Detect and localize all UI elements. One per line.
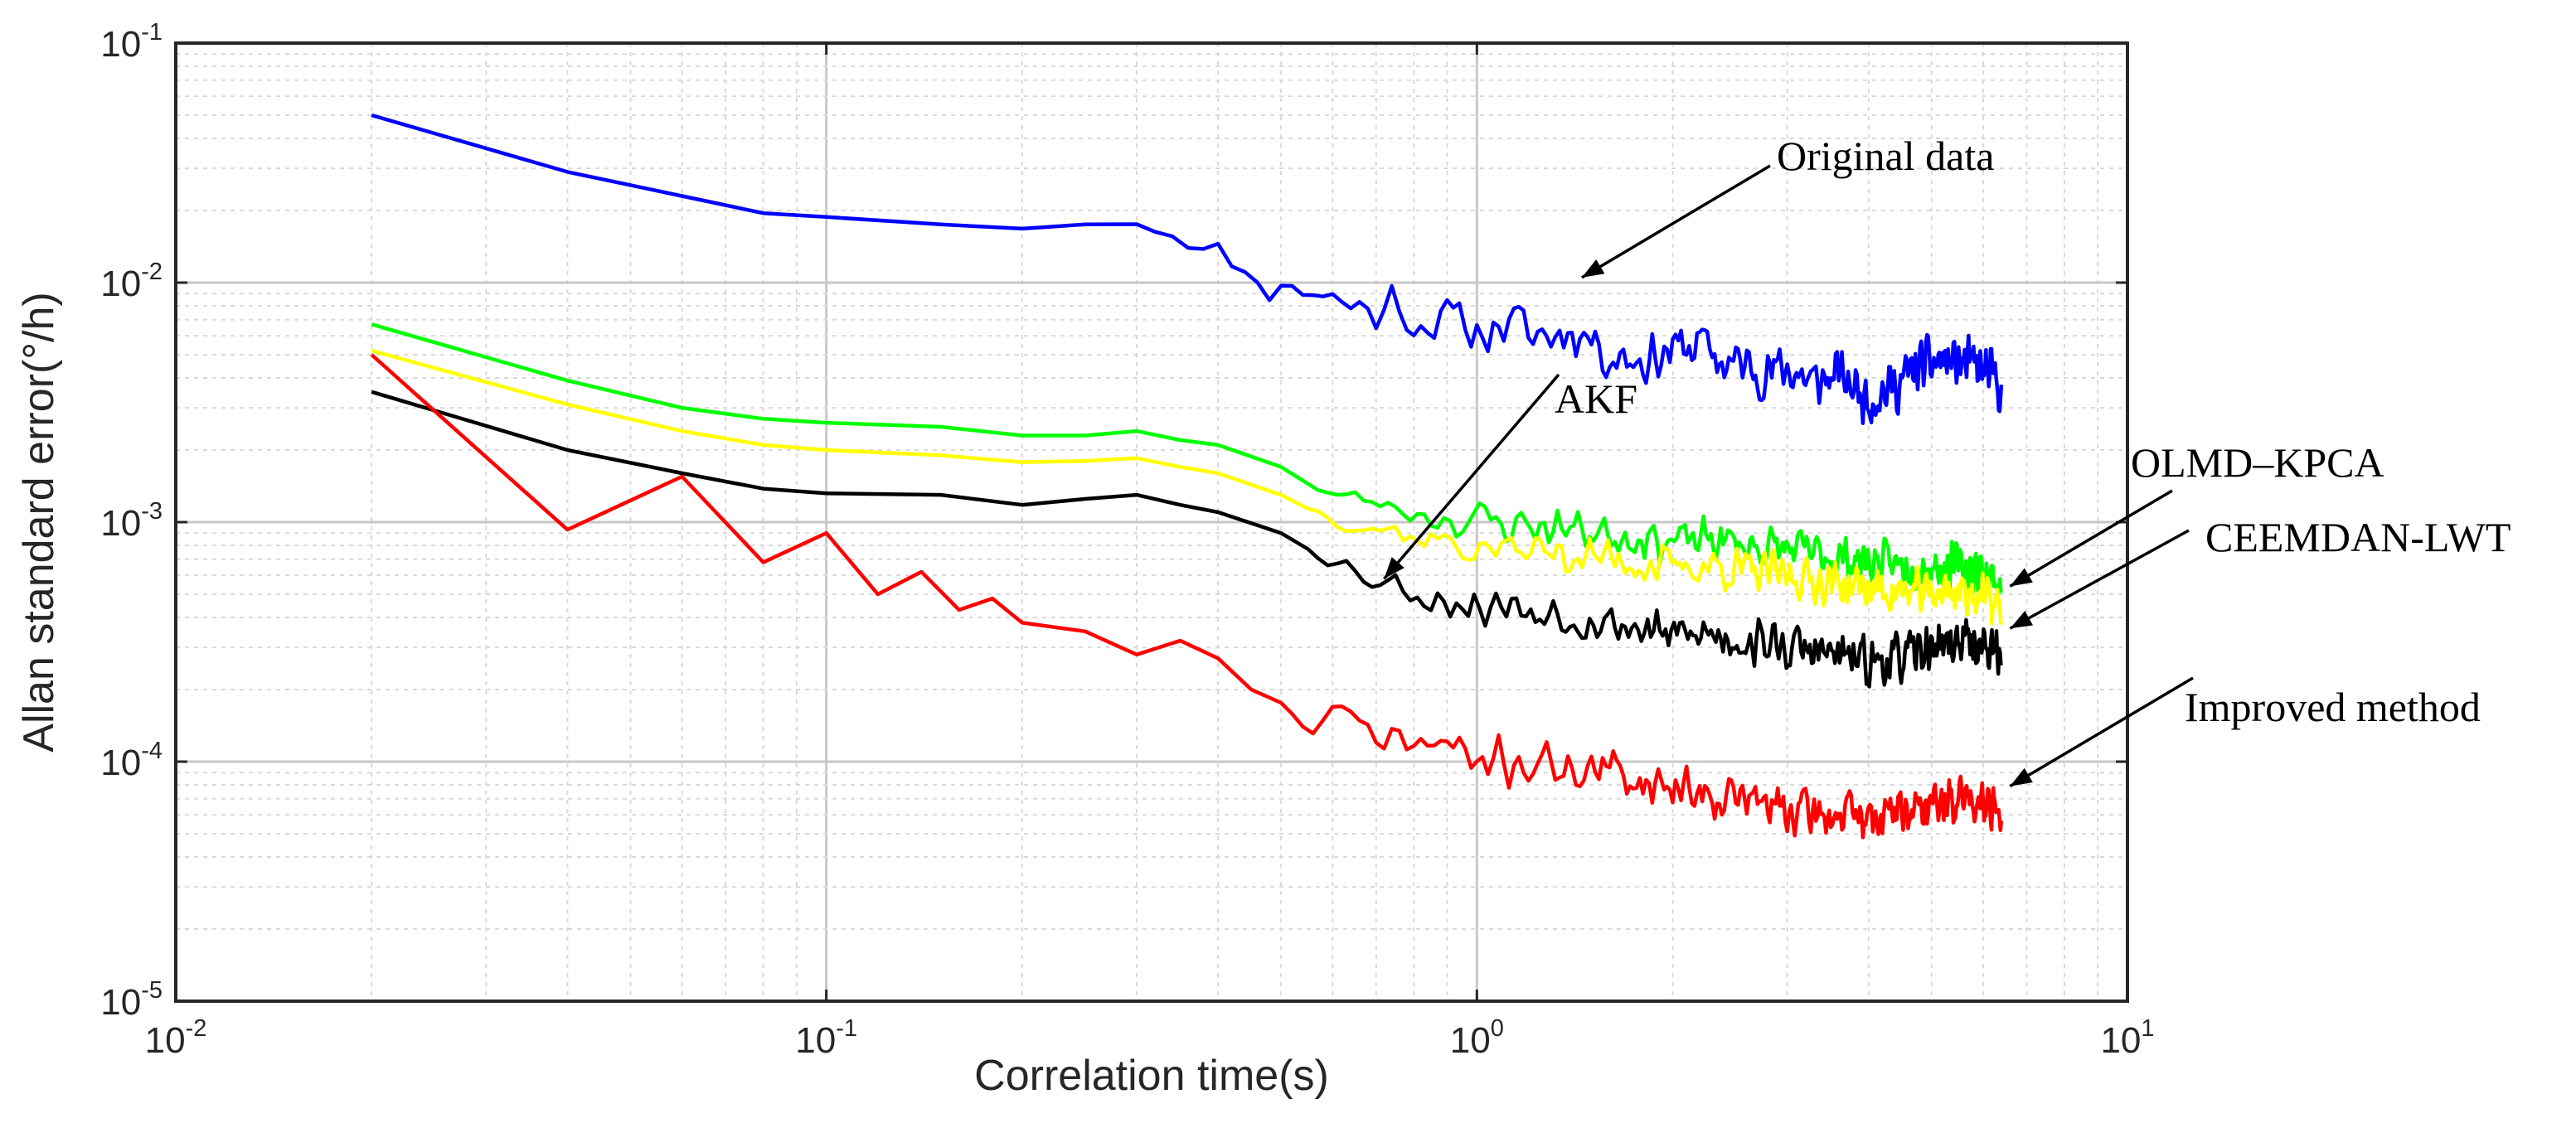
annotation-label: AKF: [1555, 375, 1637, 422]
annotation-label: Improved method: [2185, 684, 2481, 730]
annotation-label: CEEMDAN-LWT: [2205, 514, 2511, 560]
y-axis-title: Allan standard error(°/h): [15, 292, 63, 752]
allan-deviation-chart: 10-2 10-1 100 10110-110-210-310-410-5 Origi…: [0, 0, 2576, 1123]
x-axis-title: Correlation time(s): [974, 1052, 1329, 1100]
annotation-label: OLMD–KPCA: [2131, 439, 2384, 486]
annotation-label: Original data: [1777, 133, 1994, 179]
